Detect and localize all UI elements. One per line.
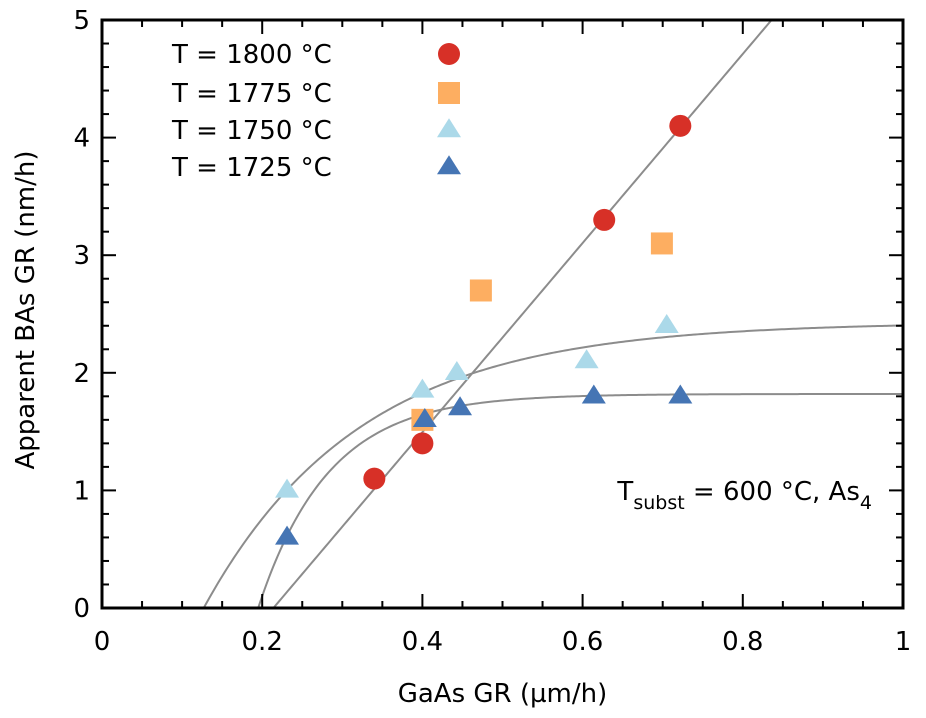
data-point [669, 114, 692, 137]
x-tick-label: 0.2 [242, 627, 283, 657]
legend-label: T = 1725 °C [171, 153, 332, 183]
y-axis-title: Apparent BAs GR (nm/h) [11, 150, 41, 469]
data-point [574, 349, 599, 369]
data-point [363, 467, 386, 490]
data-point [412, 408, 437, 428]
y-tick-label: 4 [73, 124, 90, 154]
data-point [469, 279, 492, 302]
plot-frame [100, 18, 905, 610]
data-point [650, 232, 673, 255]
condition-annotation: Tsubst = 600 °C, As4 [616, 477, 872, 514]
data-point [411, 432, 434, 455]
data-point [275, 525, 300, 545]
saturation-fit-1725 [257, 392, 903, 608]
y-tick-label: 5 [73, 6, 90, 36]
y-tick-label: 0 [73, 594, 90, 624]
series-0 [363, 114, 692, 490]
data-point [593, 208, 616, 231]
annotation-middle: = 600 °C, As [685, 477, 860, 507]
x-tick-labels: 0 0.2 0.4 0.6 0.8 1 [94, 627, 912, 657]
legend: T = 1800 °C T = 1775 °C T = 1750 °C T = 172… [171, 40, 461, 183]
data-point [654, 313, 679, 333]
legend-marker [437, 155, 461, 175]
y-tick-label: 1 [73, 476, 90, 506]
x-tick-label: 0.4 [402, 627, 443, 657]
y-tick-label: 2 [73, 359, 90, 389]
x-tick-label: 1 [895, 627, 912, 657]
annotation-prefix: T [616, 477, 633, 507]
saturation-fit-1750 [202, 324, 903, 608]
x-axis-title: GaAs GR (µm/h) [398, 679, 608, 709]
data-point [410, 378, 435, 398]
linear-fit [272, 20, 773, 608]
legend-label: T = 1750 °C [171, 116, 332, 146]
legend-marker [438, 43, 460, 65]
data-point [448, 396, 473, 416]
data-point [668, 384, 693, 404]
y-tick-labels: 0 1 2 3 4 5 [73, 6, 90, 624]
series-2 [275, 313, 679, 498]
legend-marker [438, 82, 460, 104]
legend-label: T = 1775 °C [171, 79, 332, 109]
x-tick-label: 0 [94, 627, 111, 657]
y-tick-label: 3 [73, 241, 90, 271]
annotation-prefix-subscript: subst [633, 492, 684, 514]
x-tick-label: 0.8 [722, 627, 763, 657]
data-point [444, 361, 469, 381]
x-tick-label: 0.6 [562, 627, 603, 657]
data-points [275, 114, 693, 545]
data-point [581, 384, 606, 404]
legend-label: T = 1800 °C [171, 40, 332, 70]
series-3 [275, 384, 693, 545]
data-point [275, 478, 300, 498]
series-1 [411, 232, 673, 431]
annotation-suffix-subscript: 4 [860, 492, 872, 514]
legend-marker [437, 118, 461, 138]
